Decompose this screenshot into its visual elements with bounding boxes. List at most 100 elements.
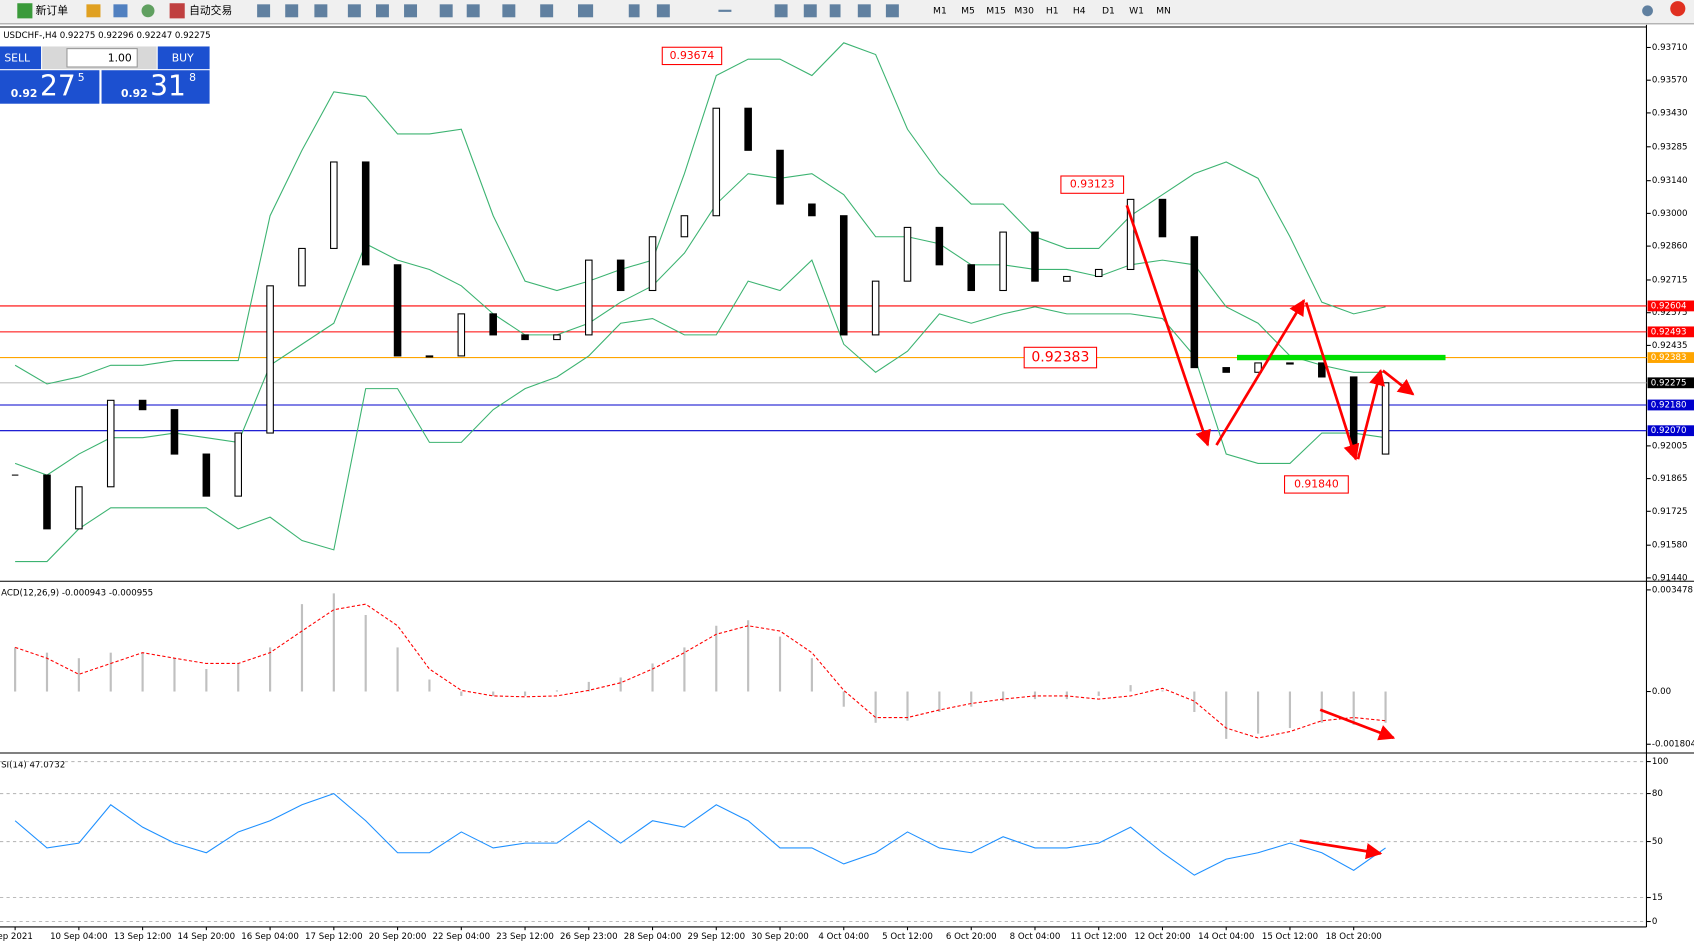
tool-icon[interactable] [857,4,871,18]
price-level-box [1647,425,1694,437]
search-icon[interactable] [1642,5,1653,17]
candle [1381,382,1390,455]
indicator-line [14,173,1386,476]
bid-box[interactable] [0,70,100,104]
tool-icon[interactable] [347,4,361,18]
candle [1318,362,1326,378]
y-tick-label: 0.92005 [1652,441,1688,451]
sell-button[interactable] [0,46,42,70]
tool-icon[interactable] [829,4,841,18]
trade-panel: SELL 1.00 BUY 0.92 27 5 0.92 31 8 [0,46,210,104]
tool-icon[interactable] [285,4,299,18]
price-level-label: 0.92275 [1651,378,1687,388]
tool-icon[interactable] [439,4,453,18]
tool-icon[interactable] [540,4,554,18]
y-tick-label: 50 [1652,837,1663,847]
tool-icon[interactable] [803,4,817,18]
chart-header: USDCHF-,H4 0.92275 0.92296 0.92247 0.922… [3,31,210,41]
indicator-line [14,792,1386,876]
timeframe[interactable]: M30 [1014,5,1034,16]
price-level-label: 0.92604 [1651,301,1687,311]
tool-icon[interactable] [885,4,899,18]
y-tick-label: 100 [1652,757,1668,767]
price-annotation: 0.91840 [1294,477,1339,490]
tool-icon[interactable] [86,4,101,18]
candle [871,280,880,336]
tool-icon[interactable] [141,4,155,18]
tool-icon[interactable] [257,4,271,18]
trend-arrow [1215,298,1306,446]
toolbar [0,0,1694,24]
candle [1031,231,1039,282]
candle [903,226,912,282]
timeframe[interactable]: H1 [1046,5,1059,16]
candle [361,161,370,266]
auto-trading[interactable]: 自动交易 [189,3,232,17]
timeframe[interactable]: H4 [1073,5,1086,16]
x-tick-label: 12 Oct 20:00 [1134,932,1190,941]
ask-box[interactable] [101,70,210,104]
new-order-icon[interactable] [17,3,33,19]
tool-icon[interactable] [774,4,788,18]
candle [1254,362,1262,373]
tool-icon[interactable] [314,4,328,18]
x-tick-label: 18 Oct 20:00 [1326,932,1382,941]
tool-icon[interactable] [628,4,640,18]
toolbar-icons [257,4,1653,18]
candle [489,313,497,336]
candle [138,399,147,411]
tool-icon[interactable] [577,4,594,18]
bid-small: 5 [78,71,85,84]
auto-trading-icon[interactable] [169,3,185,19]
y-tick-label: 0.93285 [1652,142,1688,152]
divergence-arrow [1319,708,1396,741]
tool-icon[interactable] [656,4,670,18]
tool-icon[interactable] [375,4,389,18]
candle [680,215,689,238]
x-tick-label: 8 Oct 04:00 [1010,932,1061,941]
candle [1158,198,1167,238]
x-tick-label: 30 Sep 20:00 [751,932,809,941]
x-tick-label: 23 Sep 12:00 [496,932,554,941]
candle [1063,275,1071,282]
tool-icon[interactable] [718,9,732,12]
volume-input[interactable] [66,48,138,68]
candle [999,231,1007,292]
volume[interactable]: 1.00 [108,51,132,64]
notification-badge[interactable] [1670,1,1686,17]
timeframe[interactable]: M1 [933,5,947,16]
y-tick-label: 0.00 [1652,687,1671,697]
timeframe[interactable]: M5 [961,5,975,16]
timeframe[interactable]: M15 [986,5,1006,16]
y-tick-label: 0.93710 [1652,43,1688,53]
sell-label[interactable]: SELL [4,51,30,64]
price-annotation-box [1060,175,1125,194]
candle [1094,268,1103,278]
price-level-label: 0.92493 [1651,327,1687,337]
candle [457,313,466,357]
tool-icon[interactable] [404,4,418,18]
tool-icon[interactable] [502,4,516,18]
x-tick-label: 22 Sep 04:00 [433,932,491,941]
x-tick-label: 16 Sep 04:00 [241,932,299,941]
candle [1190,236,1199,369]
y-tick-label: 0.003478 [1652,585,1693,595]
price-level-label: 0.92180 [1651,400,1687,410]
y-tick-label: 0.93000 [1652,209,1688,219]
price-annotation-box [661,46,723,66]
timeframe[interactable]: MN [1156,5,1171,16]
tool-icon[interactable] [466,4,480,18]
buy-label[interactable]: BUY [172,51,194,64]
candle [75,486,83,530]
candle [1126,198,1135,271]
y-tick-label: 0.91865 [1652,474,1688,484]
buy-button[interactable] [157,46,210,70]
candle [202,453,211,497]
x-tick-label: 5 Oct 12:00 [882,932,933,941]
x-tick-label: 14 Sep 20:00 [178,932,236,941]
new-order[interactable]: 新订单 [36,3,69,17]
timeframe[interactable]: D1 [1102,5,1115,16]
timeframe[interactable]: W1 [1129,5,1144,16]
tool-icon[interactable] [113,4,128,18]
